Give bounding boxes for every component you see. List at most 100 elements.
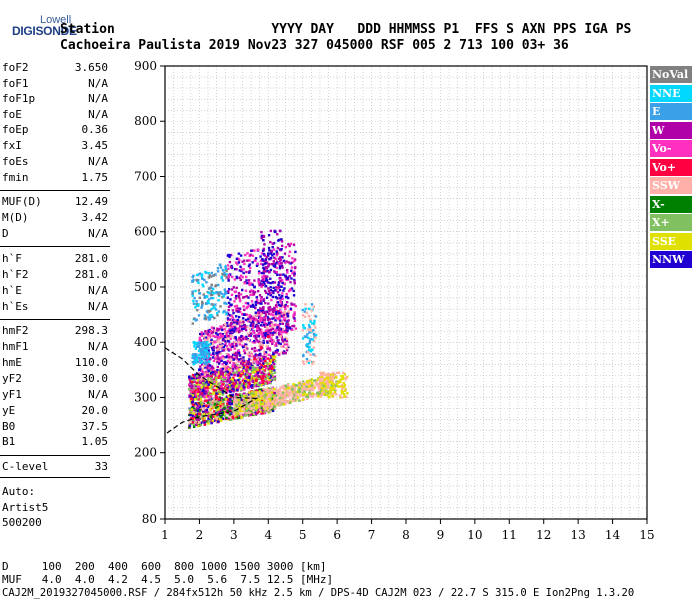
series-point: [273, 230, 277, 234]
echo-point: [264, 265, 268, 269]
echo-point: [191, 373, 195, 377]
echo-point: [253, 335, 256, 338]
echo-point: [301, 308, 304, 312]
echo-point: [258, 341, 261, 345]
echo-point: [268, 362, 272, 365]
echo-point: [277, 331, 281, 334]
echo-point: [344, 377, 348, 381]
echo-point: [258, 282, 261, 286]
echo-point: [284, 400, 287, 403]
echo-point: [210, 326, 214, 329]
echo-point: [259, 370, 263, 373]
echo-point: [222, 382, 226, 385]
echo-point: [247, 296, 250, 299]
echo-point: [287, 310, 291, 313]
echo-point: [204, 345, 207, 348]
echo-point: [238, 300, 242, 303]
header-line-1: Station YYYY DAY DDD HHMMSS P1 FFS S AXN…: [60, 22, 632, 37]
echo-point: [257, 280, 260, 283]
echo-point: [260, 234, 264, 238]
echo-point: [275, 398, 278, 401]
echo-point: [212, 359, 216, 363]
echo-point: [226, 370, 229, 374]
echo-point: [211, 372, 215, 376]
echo-point: [221, 375, 225, 379]
echo-point: [209, 383, 213, 387]
echo-point: [292, 289, 295, 293]
echo-point: [233, 278, 237, 281]
echo-point: [260, 331, 263, 334]
echo-point: [251, 378, 254, 382]
echo-point: [195, 359, 199, 362]
legend-item: SSW: [650, 177, 692, 194]
param-row: fxI 3.45: [2, 139, 108, 154]
echo-point: [267, 357, 270, 360]
echo-point: [228, 332, 232, 336]
echo-point: [216, 408, 220, 412]
x-tick-label: 3: [230, 528, 238, 542]
param-name: foF1: [2, 77, 29, 90]
echo-point: [282, 313, 286, 317]
echo-point: [219, 305, 222, 308]
echo-point: [266, 334, 270, 337]
echo-point: [288, 398, 292, 401]
echo-point: [203, 380, 206, 383]
echo-point: [201, 393, 204, 397]
echo-point: [319, 377, 322, 381]
echo-point: [252, 293, 256, 296]
echo-point: [208, 385, 212, 389]
echo-point: [226, 352, 229, 356]
param-name: C-level: [2, 460, 49, 473]
echo-point: [256, 366, 260, 370]
echo-point: [238, 325, 242, 328]
echo-point: [260, 285, 263, 289]
echo-point: [267, 373, 271, 377]
echo-point: [258, 377, 261, 381]
echo-point: [330, 384, 333, 388]
echo-point: [198, 405, 202, 409]
echo-point: [289, 388, 293, 391]
echo-point: [329, 392, 333, 396]
echo-point: [190, 375, 193, 379]
echo-point: [270, 340, 274, 343]
echo-point: [264, 329, 268, 333]
echo-point: [233, 300, 236, 303]
echo-point: [277, 392, 280, 396]
echo-point: [280, 312, 284, 316]
echo-point: [271, 295, 275, 299]
echo-point: [191, 276, 194, 279]
echo-point: [212, 346, 216, 349]
echo-point: [248, 327, 252, 330]
echo-point: [255, 404, 258, 407]
echo-point: [269, 371, 273, 375]
param-name: h`F2: [2, 268, 29, 281]
echo-point: [206, 407, 209, 410]
echo-point: [246, 332, 249, 335]
echo-point: [291, 257, 294, 260]
echo-point: [262, 341, 265, 344]
echo-point: [223, 374, 227, 377]
echo-point: [191, 394, 195, 397]
echo-point: [208, 398, 211, 402]
echo-point: [261, 309, 264, 313]
echo-point: [298, 399, 301, 402]
echo-point: [244, 328, 248, 332]
echo-point: [203, 392, 206, 395]
echo-point: [286, 391, 289, 394]
echo-point: [271, 327, 275, 331]
echo-point: [227, 267, 230, 271]
echo-point: [222, 398, 225, 402]
echo-point: [212, 392, 215, 396]
echo-point: [223, 414, 227, 417]
echo-point: [325, 390, 328, 393]
echo-point: [203, 295, 207, 298]
echo-point: [331, 375, 335, 378]
echo-point: [286, 329, 289, 332]
echo-point: [255, 360, 258, 363]
series-point: [260, 346, 263, 350]
echo-point: [287, 243, 290, 246]
echo-point: [260, 384, 263, 387]
echo-point: [216, 420, 220, 423]
echo-point: [256, 298, 259, 302]
echo-point: [230, 359, 233, 362]
